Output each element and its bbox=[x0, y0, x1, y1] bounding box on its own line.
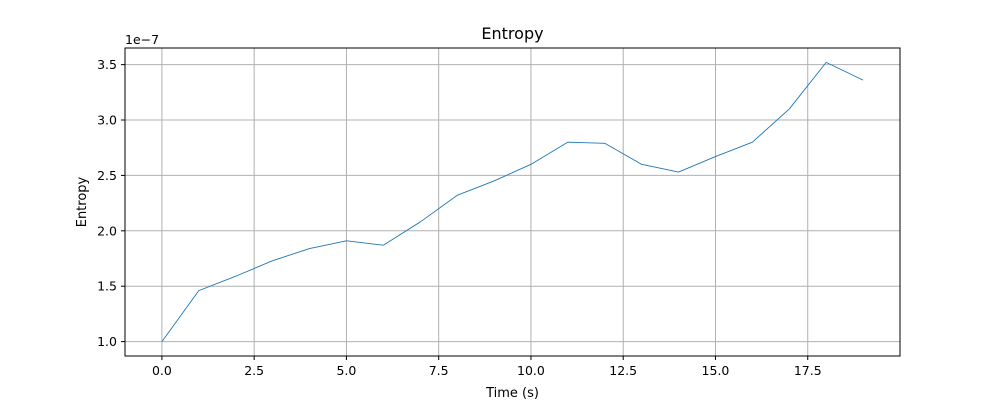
series-layer bbox=[161, 61, 864, 342]
chart-title: Entropy bbox=[481, 24, 543, 43]
entropy-series-line bbox=[161, 61, 864, 342]
grid-layer bbox=[125, 48, 900, 356]
y-tick-label: 2.5 bbox=[97, 168, 117, 183]
x-tick-label: 7.5 bbox=[429, 363, 449, 378]
y-tick-label: 1.5 bbox=[97, 279, 117, 294]
x-tick-label: 2.5 bbox=[244, 363, 264, 378]
y-axis-label: Entropy bbox=[75, 176, 90, 227]
ticks-layer: 0.0 2.5 5.0 7.5 10.0 12.5 15.0 17.5 1.0 1.5 2.0 2.5… bbox=[97, 57, 822, 378]
x-tick-label: 12.5 bbox=[609, 363, 637, 378]
y-offset-text: 1e−7 bbox=[125, 32, 159, 47]
y-tick-label: 3.0 bbox=[97, 113, 117, 128]
y-tick-label: 2.0 bbox=[97, 223, 117, 238]
x-tick-label: 10.0 bbox=[517, 363, 545, 378]
x-tick-label: 0.0 bbox=[152, 363, 172, 378]
y-tick-label: 1.0 bbox=[97, 334, 117, 349]
x-tick-label: 15.0 bbox=[702, 363, 730, 378]
x-axis-label: Time (s) bbox=[485, 386, 539, 400]
y-tick-label: 3.5 bbox=[97, 57, 117, 72]
x-tick-label: 5.0 bbox=[336, 363, 356, 378]
plot-frame bbox=[124, 47, 901, 357]
x-tick-label: 17.5 bbox=[794, 363, 822, 378]
